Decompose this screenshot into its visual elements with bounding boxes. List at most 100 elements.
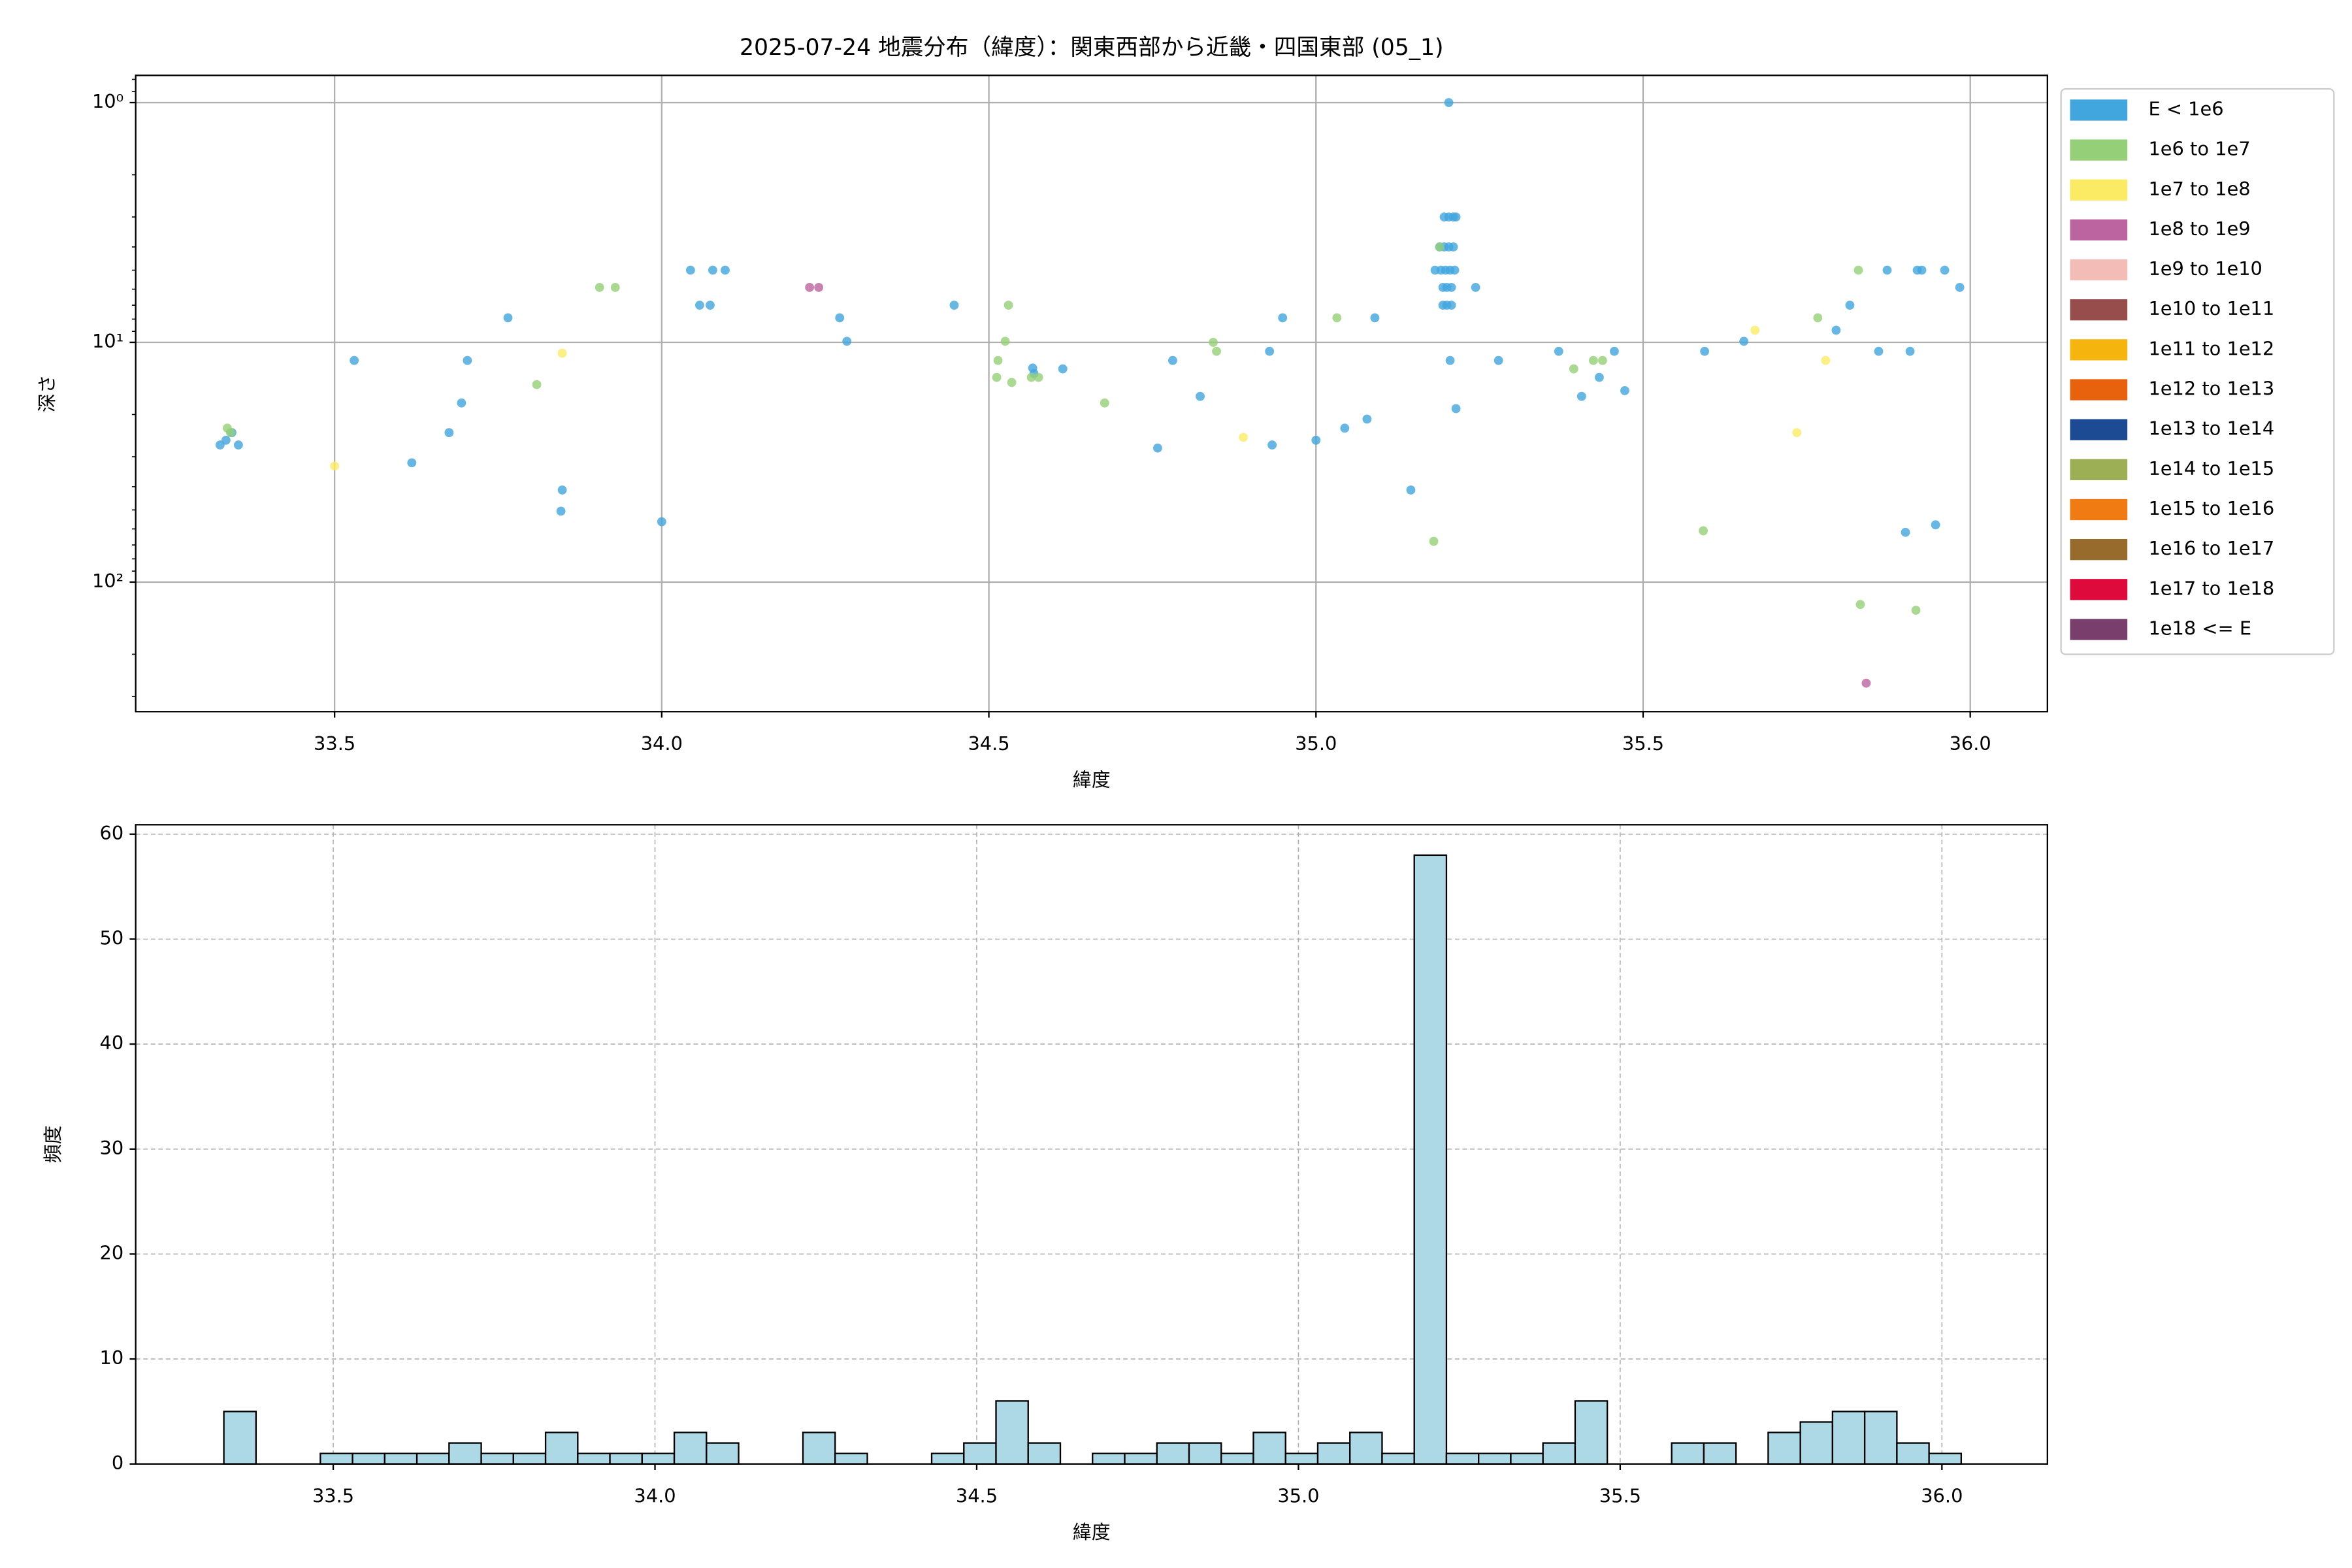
- data-point: [1609, 346, 1619, 356]
- histogram-bar: [834, 1452, 868, 1465]
- y-tick-label: 10⁰: [92, 90, 123, 112]
- y-axis-label: 頻度: [42, 1126, 64, 1164]
- legend-label: 1e15 to 1e16: [2148, 497, 2274, 519]
- data-point: [595, 282, 604, 292]
- plot-frame: [135, 74, 2048, 713]
- y-tick-label: 0: [112, 1452, 123, 1474]
- data-point: [1911, 606, 1921, 615]
- data-point: [1168, 355, 1177, 365]
- data-point: [1451, 212, 1461, 222]
- y-axis-label: 深さ: [36, 374, 58, 412]
- data-point: [1058, 364, 1068, 374]
- histogram-bar: [995, 1400, 1029, 1465]
- legend-swatch: [2070, 579, 2128, 600]
- histogram-bar: [1574, 1400, 1609, 1465]
- data-point: [993, 355, 1003, 365]
- legend-label: E < 1e6: [2148, 97, 2223, 120]
- legend-swatch: [2070, 498, 2128, 521]
- data-point: [1451, 404, 1461, 414]
- data-point: [657, 517, 666, 527]
- x-axis-label: 緯度: [1073, 1521, 1111, 1543]
- data-point: [557, 348, 567, 358]
- plot-frame: [135, 824, 2048, 1465]
- data-point: [1311, 435, 1321, 445]
- x-tick-label: 34.5: [956, 1485, 998, 1507]
- data-point: [1445, 355, 1455, 365]
- data-point: [708, 265, 717, 275]
- histogram-bar: [1252, 1431, 1286, 1465]
- histogram-bar: [1799, 1421, 1834, 1465]
- histogram-bar: [1220, 1452, 1254, 1465]
- data-point: [532, 380, 542, 389]
- legend-swatch: [2070, 139, 2128, 161]
- data-point: [1940, 265, 1950, 275]
- data-point: [1004, 301, 1013, 310]
- histogram-bar: [1863, 1411, 1898, 1465]
- histogram-bar: [963, 1442, 997, 1465]
- legend-label: 1e10 to 1e11: [2148, 297, 2274, 319]
- x-tick-label: 35.5: [1622, 732, 1664, 755]
- x-tick-label: 36.0: [1950, 732, 1991, 755]
- data-point: [407, 458, 417, 468]
- y-tick-label: 10¹: [92, 330, 123, 352]
- data-point: [1821, 355, 1831, 365]
- histogram-bar: [1928, 1452, 1963, 1465]
- histogram-bar: [1124, 1452, 1158, 1465]
- data-point: [1813, 313, 1823, 323]
- x-axis-label: 緯度: [1073, 768, 1111, 791]
- histogram-bar: [930, 1452, 965, 1465]
- data-point: [706, 301, 715, 310]
- histogram-bar: [1027, 1442, 1062, 1465]
- data-point: [1278, 313, 1288, 323]
- legend-label: 1e7 to 1e8: [2148, 178, 2250, 200]
- data-point: [1026, 372, 1036, 382]
- y-tick-label: 40: [100, 1032, 124, 1054]
- legend-box: [2060, 88, 2335, 655]
- data-point: [1854, 265, 1863, 275]
- data-point: [557, 485, 567, 495]
- data-point: [1340, 423, 1350, 433]
- y-tick-label: 50: [100, 926, 124, 949]
- data-point: [1239, 433, 1249, 442]
- data-point: [685, 265, 695, 275]
- histogram-bar: [1671, 1442, 1705, 1465]
- histogram-bar: [1703, 1442, 1737, 1465]
- data-point: [1209, 338, 1218, 347]
- histogram-bar: [416, 1452, 450, 1465]
- data-point: [1874, 346, 1884, 356]
- histogram-bar: [223, 1411, 257, 1465]
- data-point: [503, 313, 513, 323]
- data-point: [233, 440, 243, 450]
- legend-label: 1e11 to 1e12: [2148, 337, 2274, 359]
- legend-label: 1e17 to 1e18: [2148, 577, 2274, 599]
- legend-swatch: [2070, 219, 2128, 241]
- histogram-bar: [641, 1452, 676, 1465]
- x-tick-label: 35.5: [1599, 1485, 1641, 1507]
- x-tick-label: 35.0: [1277, 1485, 1319, 1507]
- legend-label: 1e16 to 1e17: [2148, 537, 2274, 559]
- x-tick-label: 34.5: [968, 732, 1009, 755]
- y-tick-label: 10²: [92, 570, 123, 592]
- histogram-bar: [1478, 1452, 1512, 1465]
- data-point: [1917, 265, 1927, 275]
- data-point: [1196, 391, 1205, 401]
- data-point: [1034, 372, 1043, 382]
- histogram-bar: [1445, 1452, 1480, 1465]
- histogram-bar: [1349, 1431, 1383, 1465]
- data-point: [1855, 600, 1865, 610]
- data-point: [556, 506, 566, 516]
- histogram-bar: [1896, 1442, 1930, 1465]
- x-tick-label: 34.0: [641, 732, 683, 755]
- data-point: [1750, 325, 1760, 335]
- data-point: [221, 435, 231, 445]
- y-tick-label: 10: [100, 1347, 124, 1369]
- data-point: [1444, 98, 1454, 107]
- legend-swatch: [2070, 619, 2128, 640]
- histogram-bar: [351, 1452, 386, 1465]
- data-point: [1265, 346, 1275, 356]
- data-point: [1554, 346, 1563, 356]
- data-point: [1212, 346, 1221, 356]
- histogram-bar: [544, 1431, 579, 1465]
- x-tick-label: 36.0: [1921, 1485, 1963, 1507]
- x-tick-label: 34.0: [634, 1485, 676, 1507]
